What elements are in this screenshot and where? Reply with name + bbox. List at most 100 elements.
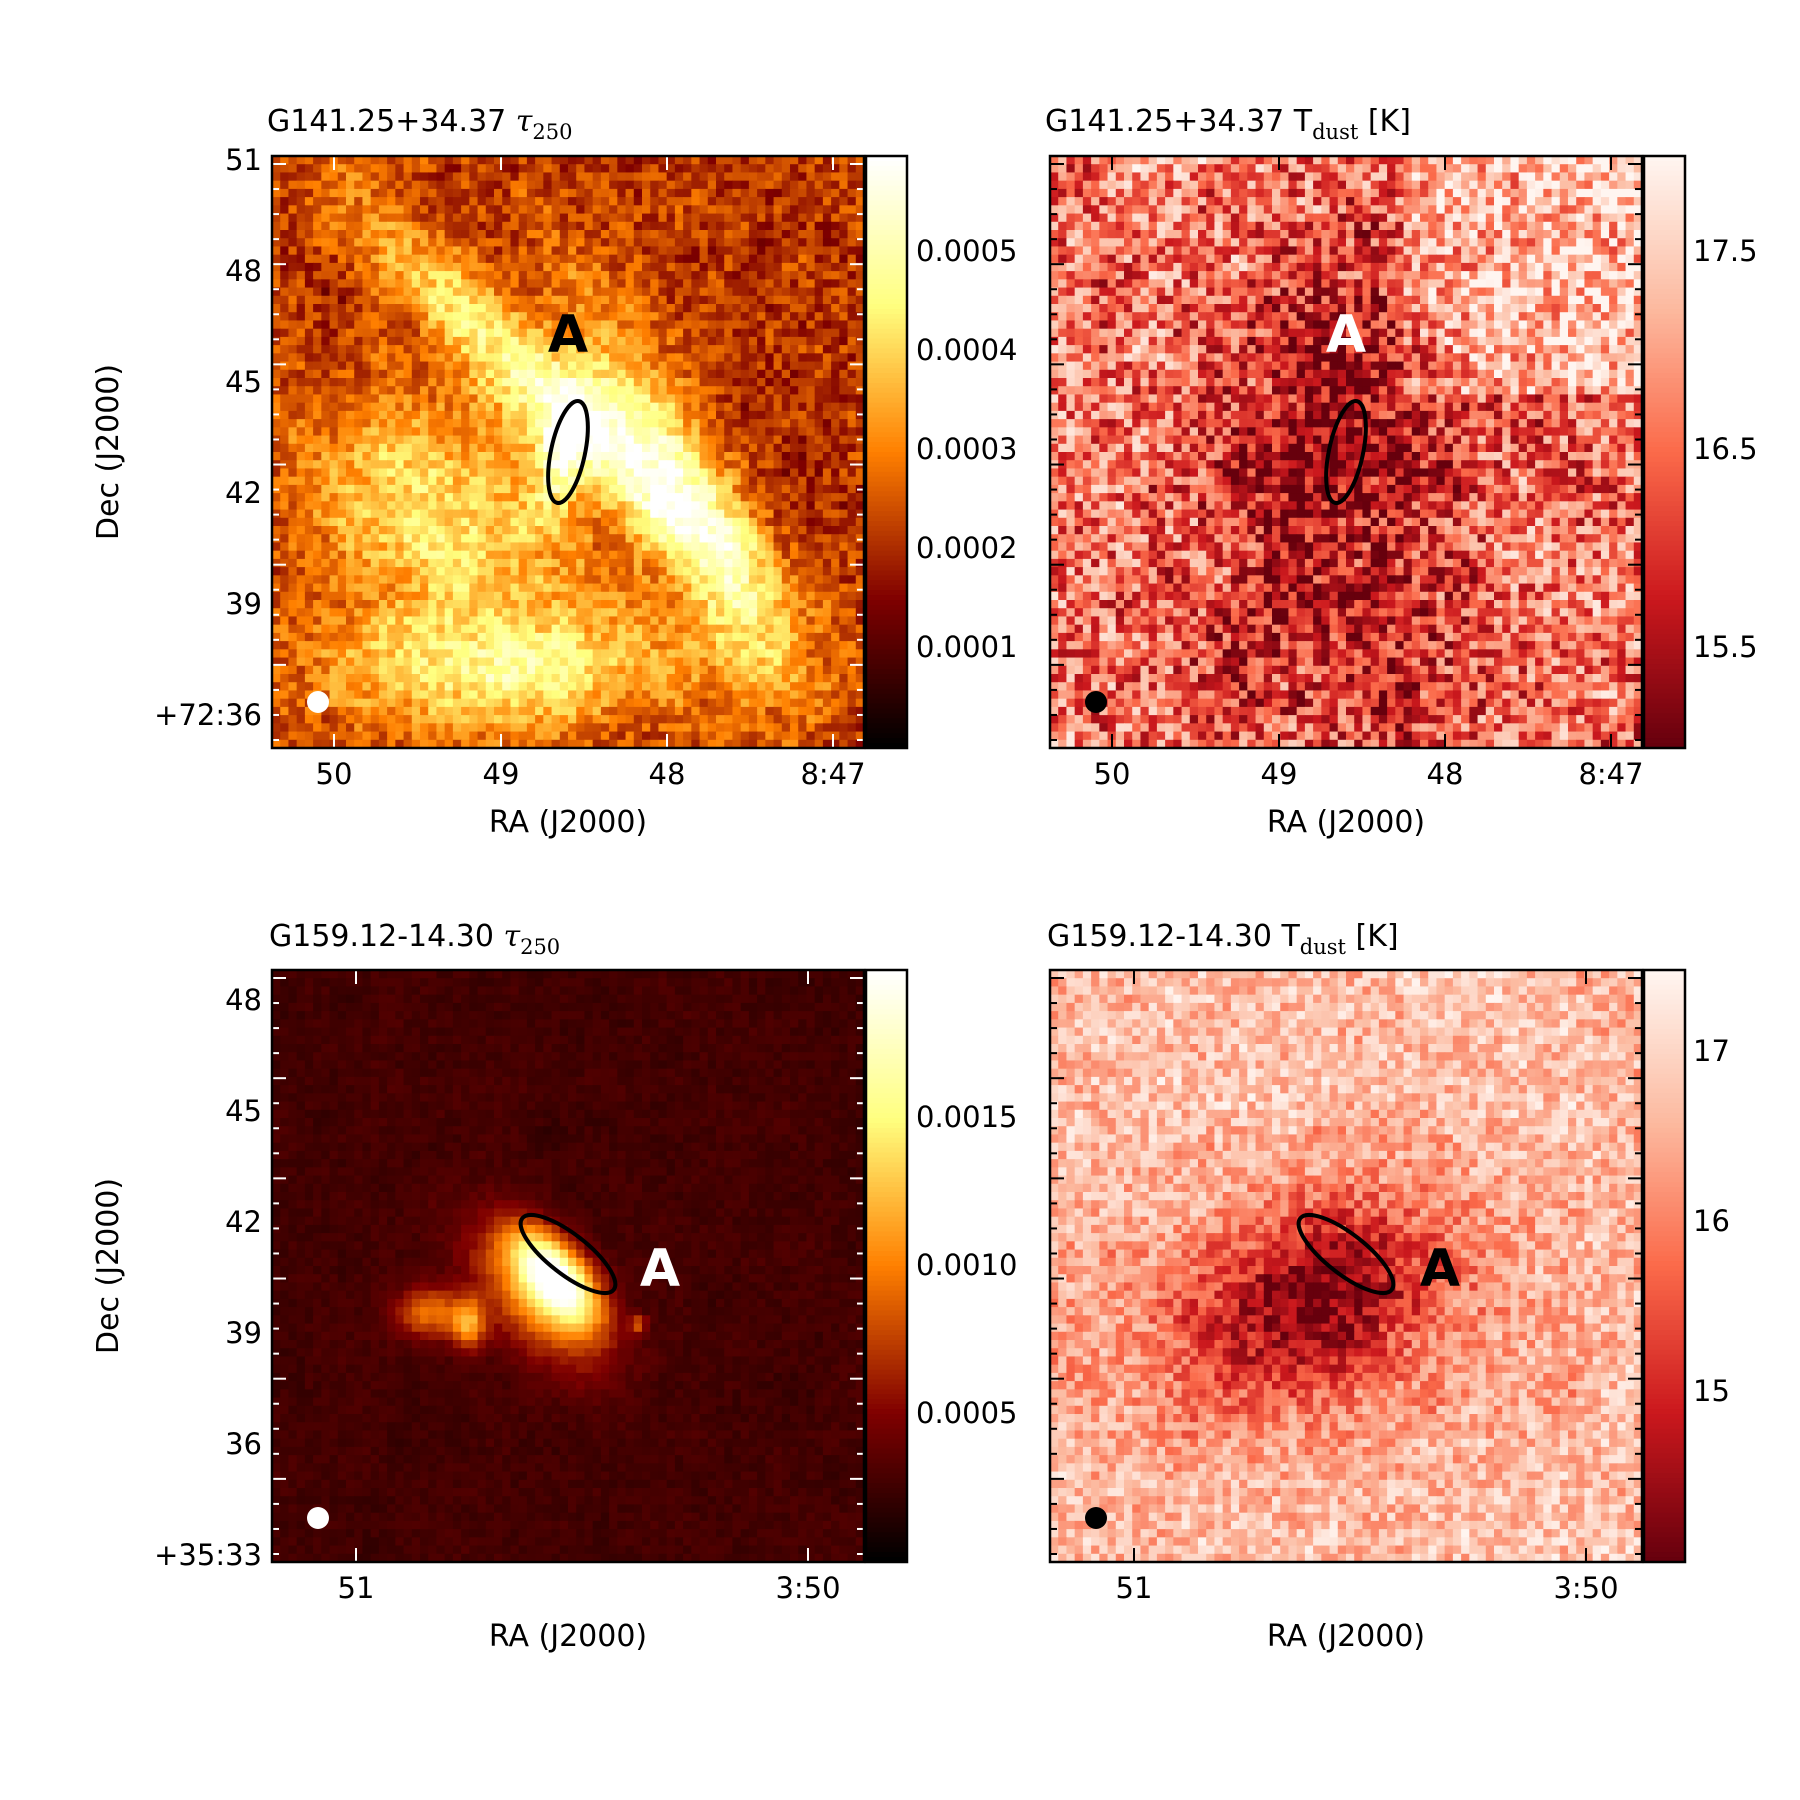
heatmap-pixel — [403, 287, 413, 297]
heatmap-pixel — [716, 501, 725, 511]
heatmap-pixel — [732, 452, 742, 461]
heatmap-pixel — [732, 361, 742, 371]
heatmap-pixel — [600, 632, 610, 642]
heatmap-pixel — [839, 682, 849, 692]
heatmap-pixel — [666, 435, 676, 445]
heatmap-pixel — [461, 394, 470, 404]
heatmap-pixel — [839, 230, 849, 239]
heatmap-pixel — [600, 550, 610, 560]
heatmap-pixel — [724, 287, 734, 297]
heatmap-pixel — [354, 246, 364, 256]
heatmap-pixel — [568, 230, 577, 239]
heatmap-pixel — [428, 493, 438, 502]
heatmap-pixel — [699, 649, 709, 659]
heatmap-pixel — [485, 246, 495, 256]
heatmap-pixel — [822, 534, 832, 544]
heatmap-pixel — [329, 221, 339, 231]
heatmap-pixel — [831, 402, 840, 412]
heatmap-pixel — [814, 567, 824, 576]
heatmap-pixel — [444, 279, 454, 289]
heatmap-pixel — [707, 435, 717, 445]
heatmap-pixel — [658, 567, 668, 576]
heatmap-pixel — [773, 493, 783, 502]
heatmap-pixel — [428, 575, 438, 585]
heatmap-pixel — [428, 361, 438, 371]
heatmap-pixel — [518, 419, 528, 428]
heatmap-pixel — [839, 164, 849, 174]
heatmap-pixel — [625, 706, 635, 716]
heatmap-pixel — [272, 328, 281, 338]
heatmap-pixel — [781, 435, 791, 445]
heatmap-pixel — [346, 583, 355, 593]
heatmap-pixel — [790, 698, 799, 708]
heatmap-pixel — [839, 468, 849, 478]
heatmap-pixel — [740, 262, 750, 272]
heatmap-pixel — [617, 221, 627, 231]
heatmap-pixel — [403, 476, 413, 486]
heatmap-pixel — [683, 493, 692, 502]
heatmap-pixel — [732, 443, 742, 453]
heatmap-pixel — [732, 460, 742, 470]
heatmap-pixel — [411, 476, 421, 486]
heatmap-pixel — [354, 427, 364, 437]
heatmap-pixel — [535, 493, 544, 502]
heatmap-pixel — [403, 682, 413, 692]
heatmap-pixel — [461, 419, 470, 428]
heatmap-pixel — [609, 353, 618, 363]
heatmap-pixel — [592, 279, 602, 289]
heatmap-pixel — [773, 419, 783, 428]
heatmap-pixel — [831, 328, 840, 338]
heatmap-pixel — [411, 213, 421, 223]
heatmap-pixel — [658, 205, 668, 215]
heatmap-pixel — [354, 723, 364, 733]
heatmap-pixel — [272, 715, 281, 724]
heatmap-pixel — [584, 230, 594, 239]
heatmap-pixel — [543, 591, 553, 601]
heatmap-pixel — [773, 657, 783, 667]
heatmap-pixel — [617, 706, 627, 716]
heatmap-pixel — [535, 188, 544, 198]
heatmap-pixel — [831, 320, 840, 330]
heatmap-pixel — [576, 698, 586, 708]
heatmap-pixel — [831, 526, 840, 535]
heatmap-pixel — [559, 493, 569, 502]
heatmap-pixel — [346, 698, 355, 708]
heatmap-pixel — [625, 641, 635, 650]
heatmap-pixel — [354, 468, 364, 478]
heatmap-pixel — [765, 583, 775, 593]
heatmap-pixel — [395, 419, 405, 428]
heatmap-pixel — [658, 287, 668, 297]
heatmap-pixel — [600, 164, 610, 174]
heatmap-pixel — [452, 550, 462, 560]
heatmap-pixel — [707, 493, 717, 502]
heatmap-pixel — [362, 271, 372, 280]
heatmap-pixel — [674, 246, 684, 256]
heatmap-pixel — [683, 542, 692, 552]
heatmap-pixel — [354, 410, 364, 420]
heatmap-pixel — [724, 246, 734, 256]
heatmap-pixel — [798, 172, 808, 182]
heatmap-pixel — [387, 180, 396, 190]
heatmap-pixel — [658, 550, 668, 560]
heatmap-pixel — [576, 279, 586, 289]
heatmap-pixel — [296, 369, 306, 379]
heatmap-pixel — [313, 608, 322, 618]
heatmap-pixel — [773, 320, 783, 330]
heatmap-pixel — [559, 172, 569, 182]
heatmap-pixel — [699, 715, 709, 724]
heatmap-pixel — [354, 501, 364, 511]
heatmap-pixel — [469, 164, 479, 174]
heatmap-pixel — [551, 180, 561, 190]
heatmap-pixel — [748, 188, 758, 198]
heatmap-pixel — [378, 156, 388, 165]
heatmap-pixel — [683, 402, 692, 412]
heatmap-pixel — [798, 246, 808, 256]
heatmap-pixel — [617, 205, 627, 215]
heatmap-pixel — [600, 534, 610, 544]
heatmap-pixel — [428, 501, 438, 511]
heatmap-pixel — [280, 353, 290, 363]
heatmap-pixel — [485, 706, 495, 716]
heatmap-pixel — [428, 715, 438, 724]
heatmap-pixel — [461, 674, 470, 683]
heatmap-pixel — [411, 369, 421, 379]
